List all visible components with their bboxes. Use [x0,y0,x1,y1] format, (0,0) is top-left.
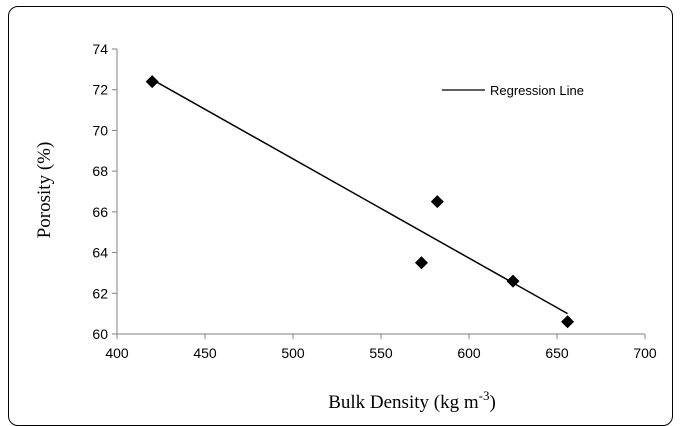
data-points [145,75,575,329]
y-axis-title: Porosity (%) [34,142,55,239]
x-tick-labels: 400 450 500 550 600 650 700 [105,334,657,361]
data-point-diamond [145,75,159,89]
legend: Regression Line [442,83,584,98]
y-tick-labels: 60 62 64 66 68 70 72 74 [92,41,117,342]
x-axis-title: Bulk Density (kg m-3) [328,388,496,413]
x-axis-title-close: ) [489,392,495,413]
x-tick-label: 700 [633,345,657,361]
scatter-chart: 60 62 64 66 68 70 72 74 400 450 500 550 600 650 700 R… [34,41,657,413]
y-tick-label: 68 [92,163,108,179]
y-tick-label: 74 [92,41,108,57]
chart-frame [8,6,673,426]
x-tick-label: 400 [105,345,129,361]
data-point-diamond [561,315,575,329]
data-point-diamond [506,274,520,288]
x-tick-label: 650 [545,345,569,361]
y-tick-label: 60 [92,326,108,342]
x-tick-label: 450 [193,345,217,361]
y-tick-label: 62 [92,285,108,301]
y-tick-label: 72 [92,82,108,98]
x-tick-label: 600 [457,345,481,361]
x-tick-label: 550 [369,345,393,361]
y-tick-label: 64 [92,245,108,261]
regression-line [151,78,568,315]
data-point-diamond [430,195,444,209]
regression-line-group [151,78,568,315]
y-tick-label: 66 [92,204,108,220]
data-point-diamond [414,256,428,270]
x-tick-label: 500 [281,345,305,361]
x-axis-title-main: Bulk Density (kg m [328,392,479,413]
legend-label-regression: Regression Line [490,83,584,98]
x-axis-title-superscript: -3 [479,388,490,403]
y-tick-label: 70 [92,122,108,138]
